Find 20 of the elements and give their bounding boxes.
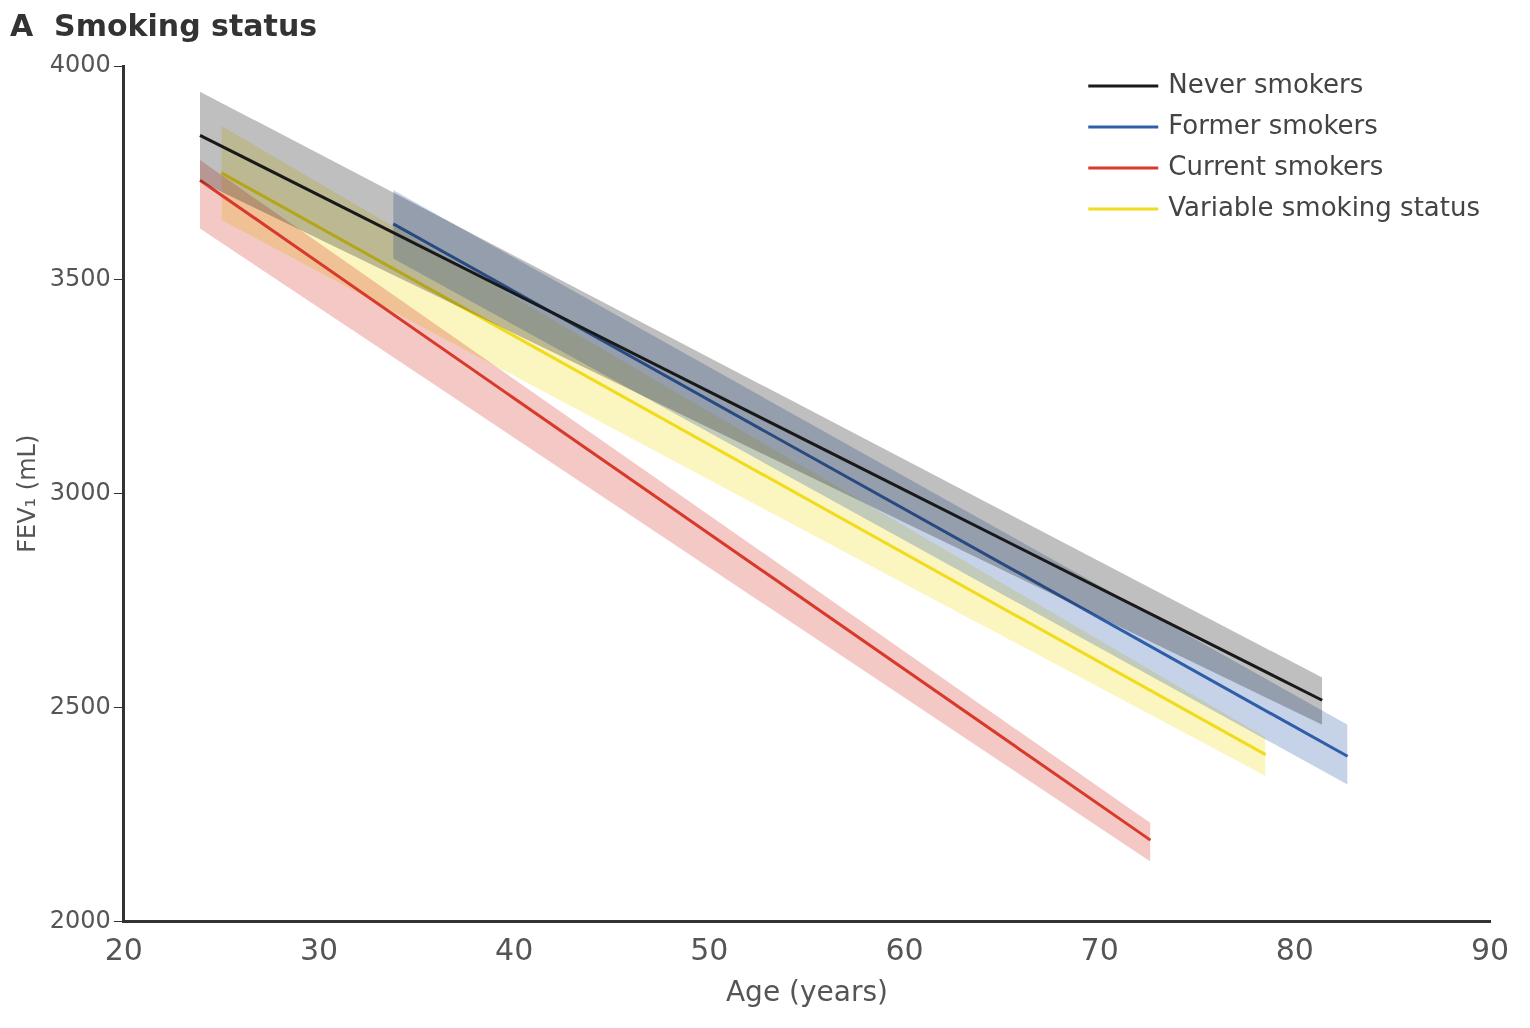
x-tick-label: 60 [885,932,924,968]
x-tick-label: 50 [690,932,729,968]
legend-label: Variable smoking status [1168,191,1480,222]
legend-label: Never smokers [1168,68,1364,99]
y-tick-label: 3500 [49,264,111,293]
x-tick-label: 30 [299,932,339,968]
x-tick-label: 90 [1470,932,1510,968]
chart-title: A Smoking status [10,7,318,43]
legend-label: Current smokers [1168,150,1384,181]
x-tick-label: 40 [495,932,534,968]
x-tick-label: 20 [104,932,143,968]
y-tick-label: 2000 [49,905,111,934]
y-axis-title: FEV₁ (mL) [12,434,41,553]
y-tick-label: 2500 [49,691,111,720]
x-tick-label: 80 [1275,932,1314,968]
y-tick-label: 3000 [49,477,111,506]
x-tick-label: 70 [1080,932,1119,968]
legend-label: Former smokers [1168,109,1378,140]
x-axis-title: Age (years) [725,975,888,1009]
y-tick-label: 4000 [49,50,111,79]
